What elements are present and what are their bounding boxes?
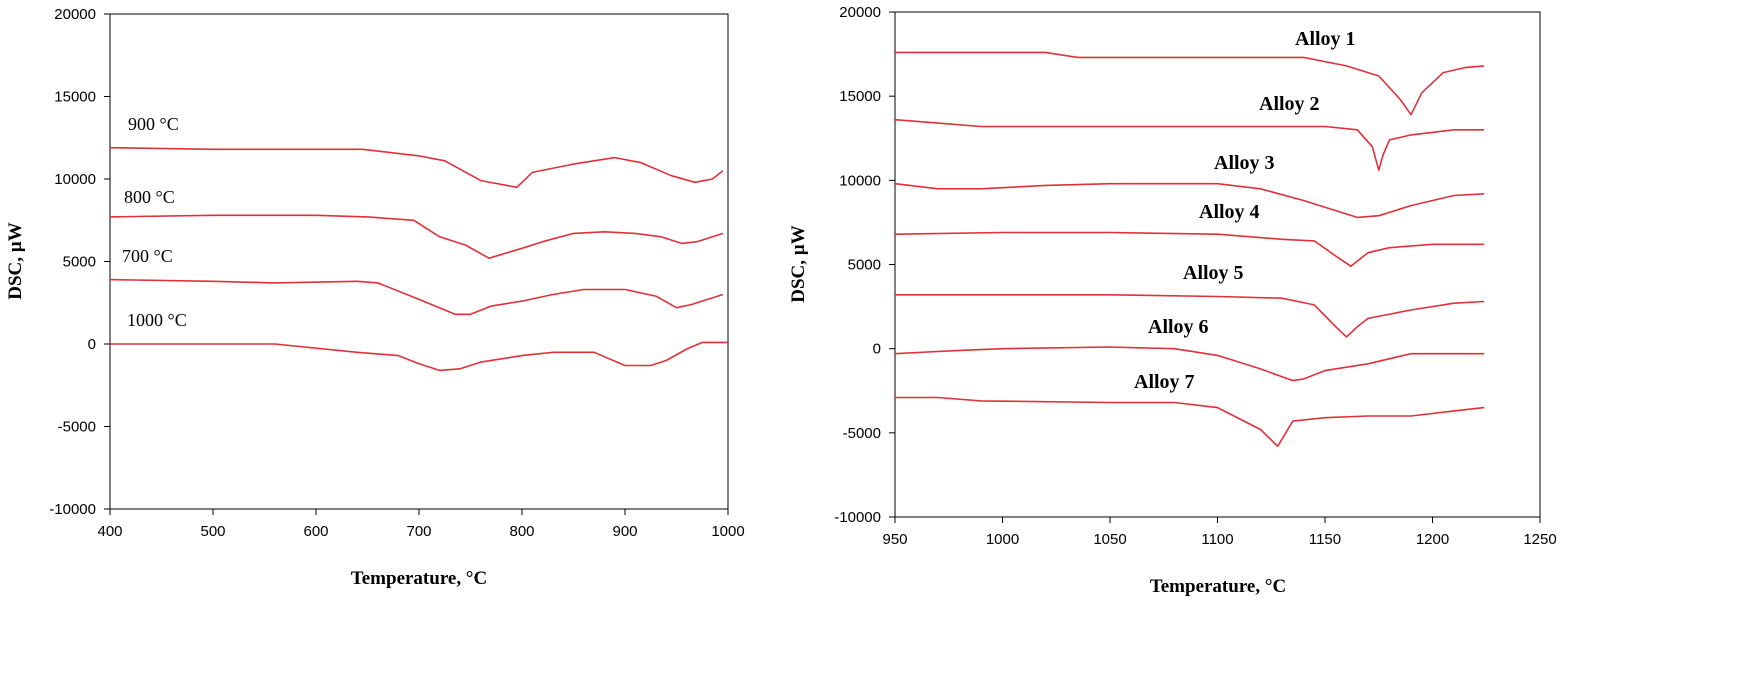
left-series-label: 900 °C (128, 114, 179, 134)
left-series-label: 1000 °C (127, 310, 187, 330)
right-y-tick-label: 0 (873, 341, 881, 358)
left-x-tick-label: 500 (200, 523, 225, 540)
left-series-line (110, 341, 728, 372)
left-plot-frame (109, 13, 729, 510)
left-y-tick-label: 10000 (54, 171, 96, 188)
left-y-ticks: 20000 15000 10000 5000 0 -5000 -10000 (49, 6, 110, 518)
left-x-tick-label: 1000 (711, 523, 744, 540)
left-y-tick-label: 5000 (63, 254, 96, 271)
right-y-axis-title: DSC, µW (788, 225, 809, 302)
right-series-line (894, 182, 1485, 219)
right-x-ticks: 950 1000 1050 1100 1150 1200 1250 (882, 517, 1557, 548)
right-series-line (895, 294, 1485, 338)
right-y-tick-label: 10000 (839, 172, 881, 189)
right-y-ticks: 20000 15000 10000 5000 0 -5000 -10000 (834, 4, 895, 526)
left-y-tick-label: -10000 (49, 501, 96, 518)
right-x-tick-label: 1100 (1201, 531, 1233, 548)
left-y-tick-label: 15000 (54, 89, 96, 106)
right-curves (894, 51, 1485, 448)
right-x-tick-label: 1150 (1309, 531, 1341, 548)
right-series-label: Alloy 7 (1134, 371, 1195, 393)
left-x-ticks: 400 500 600 700 800 900 1000 (97, 509, 745, 540)
right-series-line (895, 396, 1485, 448)
left-y-axis-title: DSC, µW (5, 222, 26, 299)
right-series-line (894, 118, 1485, 171)
left-y-tick-label: 0 (88, 336, 96, 353)
right-series-line (894, 346, 1485, 382)
left-x-tick-label: 700 (406, 523, 431, 540)
left-x-tick-label: 400 (97, 523, 122, 540)
right-y-tick-label: 5000 (848, 257, 881, 274)
left-series-label: 800 °C (124, 187, 175, 207)
right-x-tick-label: 1050 (1093, 531, 1126, 548)
left-y-tick-label: 20000 (54, 6, 96, 23)
left-series-line (109, 146, 724, 189)
right-y-tick-label: 20000 (839, 4, 881, 21)
left-x-tick-label: 600 (303, 523, 328, 540)
right-series-labels: Alloy 1 Alloy 2 Alloy 3 Alloy 4 Alloy 5 Alloy… (1134, 28, 1356, 393)
right-series-label: Alloy 6 (1148, 316, 1209, 338)
right-series-label: Alloy 4 (1199, 201, 1260, 223)
right-x-axis-title: Temperature, °C (1150, 576, 1286, 597)
left-x-axis-title: Temperature, °C (351, 568, 487, 589)
right-y-tick-label: -5000 (843, 425, 881, 442)
right-dsc-chart: 950 1000 1050 1100 1150 1200 1250 20000 15000 10… (788, 4, 1557, 597)
left-series-line (109, 214, 724, 259)
left-curves (109, 146, 728, 372)
right-x-tick-label: 1250 (1523, 531, 1556, 548)
left-dsc-chart: 400 500 600 700 800 900 1000 20000 15000 10000 50… (5, 6, 745, 589)
left-x-tick-label: 800 (509, 523, 534, 540)
left-series-labels: 900 °C 800 °C 700 °C 1000 °C (122, 114, 187, 330)
right-series-label: Alloy 2 (1259, 93, 1320, 115)
left-y-tick-label: -5000 (58, 419, 96, 436)
left-series-label: 700 °C (122, 246, 173, 266)
right-series-label: Alloy 3 (1214, 152, 1275, 174)
right-y-tick-label: 15000 (839, 88, 881, 105)
right-x-tick-label: 1000 (986, 531, 1019, 548)
right-series-label: Alloy 1 (1295, 28, 1356, 50)
right-x-tick-label: 950 (882, 531, 907, 548)
right-y-tick-label: -10000 (834, 509, 881, 526)
right-series-label: Alloy 5 (1183, 262, 1244, 284)
right-series-line (894, 231, 1485, 267)
right-x-tick-label: 1200 (1416, 531, 1449, 548)
left-series-line (109, 278, 724, 316)
right-series-line (895, 51, 1485, 116)
left-x-tick-label: 900 (612, 523, 637, 540)
